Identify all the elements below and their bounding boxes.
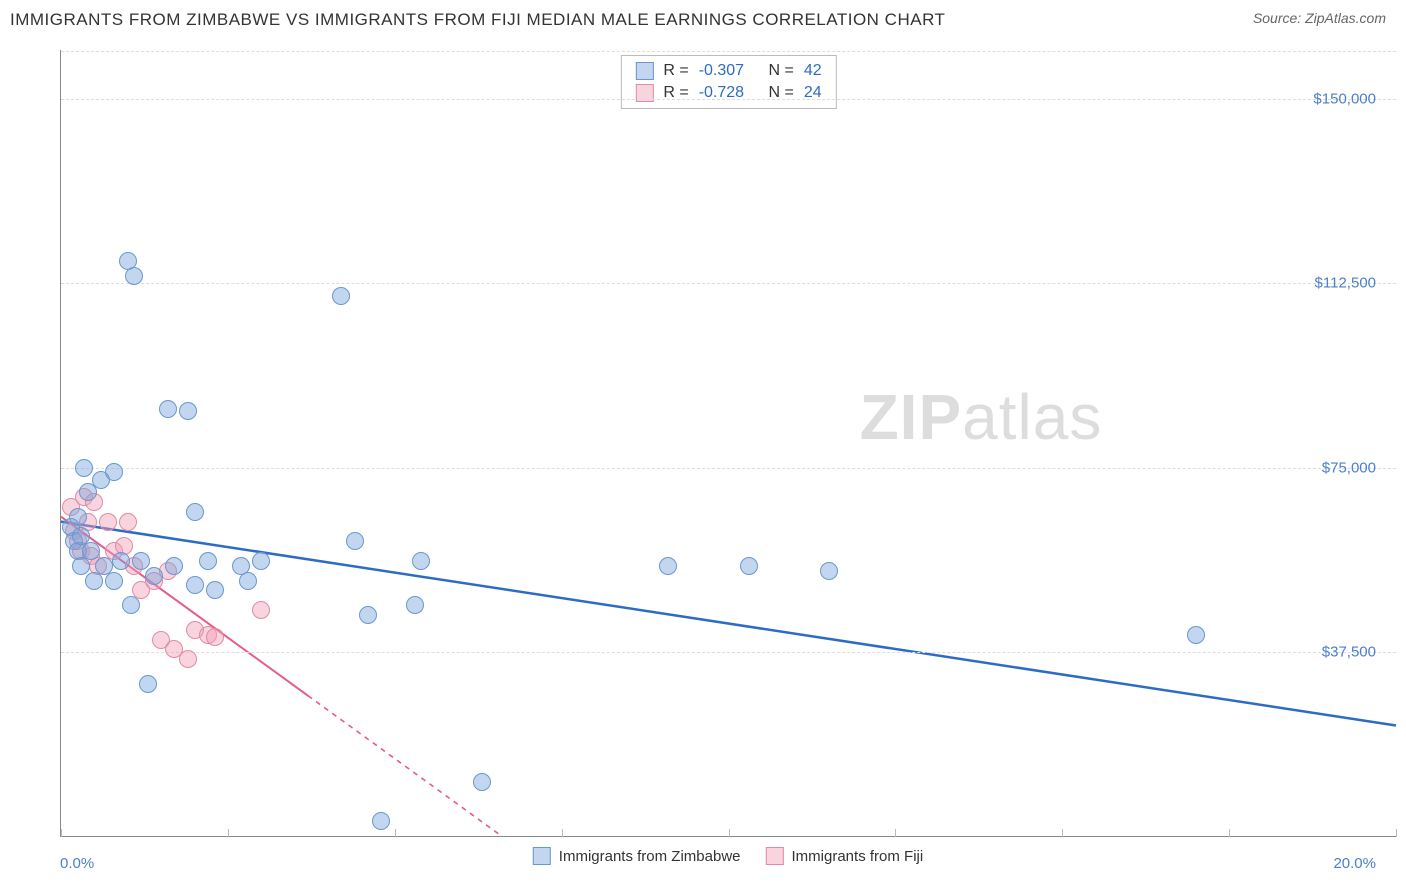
x-tick [1396, 829, 1397, 837]
y-tick-label: $112,500 [1315, 275, 1376, 292]
gridline [61, 51, 1396, 52]
scatter-point-zimbabwe [346, 532, 364, 550]
scatter-point-zimbabwe [412, 552, 430, 570]
x-axis-area: 0.0% 20.0% Immigrants from Zimbabwe Immi… [60, 837, 1396, 882]
scatter-point-zimbabwe [139, 675, 157, 693]
scatter-point-zimbabwe [473, 773, 491, 791]
scatter-point-zimbabwe [199, 552, 217, 570]
plot-area: ZIPatlas R = -0.307 N = 42 R = -0.728 N … [60, 50, 1396, 837]
n-label: N = [769, 62, 794, 80]
n-value-zimbabwe: 42 [804, 62, 822, 80]
gridline [61, 99, 1396, 100]
swatch-zimbabwe [635, 62, 653, 80]
legend-label-fiji: Immigrants from Fiji [792, 848, 924, 865]
scatter-point-fiji [206, 628, 224, 646]
series-legend: Immigrants from Zimbabwe Immigrants from… [533, 847, 923, 865]
scatter-point-zimbabwe [69, 508, 87, 526]
x-tick [1229, 829, 1230, 837]
x-axis-min-label: 0.0% [60, 855, 94, 872]
scatter-point-fiji [179, 650, 197, 668]
scatter-point-fiji [119, 513, 137, 531]
scatter-point-zimbabwe [332, 287, 350, 305]
legend-swatch-zimbabwe [533, 847, 551, 865]
y-tick-label: $150,000 [1313, 91, 1376, 108]
scatter-point-zimbabwe [659, 557, 677, 575]
legend-item-fiji: Immigrants from Fiji [766, 847, 924, 865]
scatter-point-zimbabwe [820, 562, 838, 580]
scatter-point-zimbabwe [75, 459, 93, 477]
x-axis-max-label: 20.0% [1333, 855, 1376, 872]
scatter-point-zimbabwe [186, 576, 204, 594]
scatter-point-zimbabwe [105, 572, 123, 590]
x-tick [395, 829, 396, 837]
scatter-point-zimbabwe [165, 557, 183, 575]
watermark-bold: ZIP [860, 381, 963, 453]
x-tick [1062, 829, 1063, 837]
r-value-zimbabwe: -0.307 [699, 62, 744, 80]
y-tick-label: $75,000 [1322, 459, 1376, 476]
watermark-rest: atlas [962, 381, 1102, 453]
x-tick [562, 829, 563, 837]
source-attribution: Source: ZipAtlas.com [1253, 10, 1386, 26]
scatter-point-zimbabwe [159, 400, 177, 418]
scatter-point-zimbabwe [186, 503, 204, 521]
scatter-point-zimbabwe [406, 596, 424, 614]
legend-label-zimbabwe: Immigrants from Zimbabwe [559, 848, 741, 865]
gridline [61, 652, 1396, 653]
scatter-point-zimbabwe [122, 596, 140, 614]
chart-container: Median Male Earnings ZIPatlas R = -0.307… [10, 50, 1396, 882]
correlation-stats-box: R = -0.307 N = 42 R = -0.728 N = 24 [620, 55, 836, 109]
gridline [61, 283, 1396, 284]
scatter-point-zimbabwe [105, 463, 123, 481]
gridline [61, 468, 1396, 469]
scatter-point-zimbabwe [179, 402, 197, 420]
scatter-point-zimbabwe [1187, 626, 1205, 644]
scatter-point-zimbabwe [82, 542, 100, 560]
scatter-point-zimbabwe [206, 581, 224, 599]
chart-title: IMMIGRANTS FROM ZIMBABWE VS IMMIGRANTS F… [10, 10, 945, 30]
scatter-point-zimbabwe [252, 552, 270, 570]
watermark: ZIPatlas [860, 380, 1103, 454]
stat-row-fiji: R = -0.728 N = 24 [635, 82, 821, 104]
scatter-point-fiji [99, 513, 117, 531]
x-tick [895, 829, 896, 837]
legend-item-zimbabwe: Immigrants from Zimbabwe [533, 847, 741, 865]
scatter-point-zimbabwe [132, 552, 150, 570]
y-tick-label: $37,500 [1322, 643, 1376, 660]
trend-lines [61, 50, 1396, 836]
x-tick [61, 829, 62, 837]
scatter-point-zimbabwe [112, 552, 130, 570]
stat-row-zimbabwe: R = -0.307 N = 42 [635, 60, 821, 82]
r-label: R = [663, 62, 688, 80]
scatter-point-zimbabwe [359, 606, 377, 624]
x-tick [228, 829, 229, 837]
scatter-point-zimbabwe [372, 812, 390, 830]
legend-swatch-fiji [766, 847, 784, 865]
x-tick [729, 829, 730, 837]
scatter-point-zimbabwe [740, 557, 758, 575]
scatter-point-zimbabwe [239, 572, 257, 590]
scatter-point-zimbabwe [125, 267, 143, 285]
scatter-point-fiji [252, 601, 270, 619]
scatter-point-zimbabwe [145, 567, 163, 585]
